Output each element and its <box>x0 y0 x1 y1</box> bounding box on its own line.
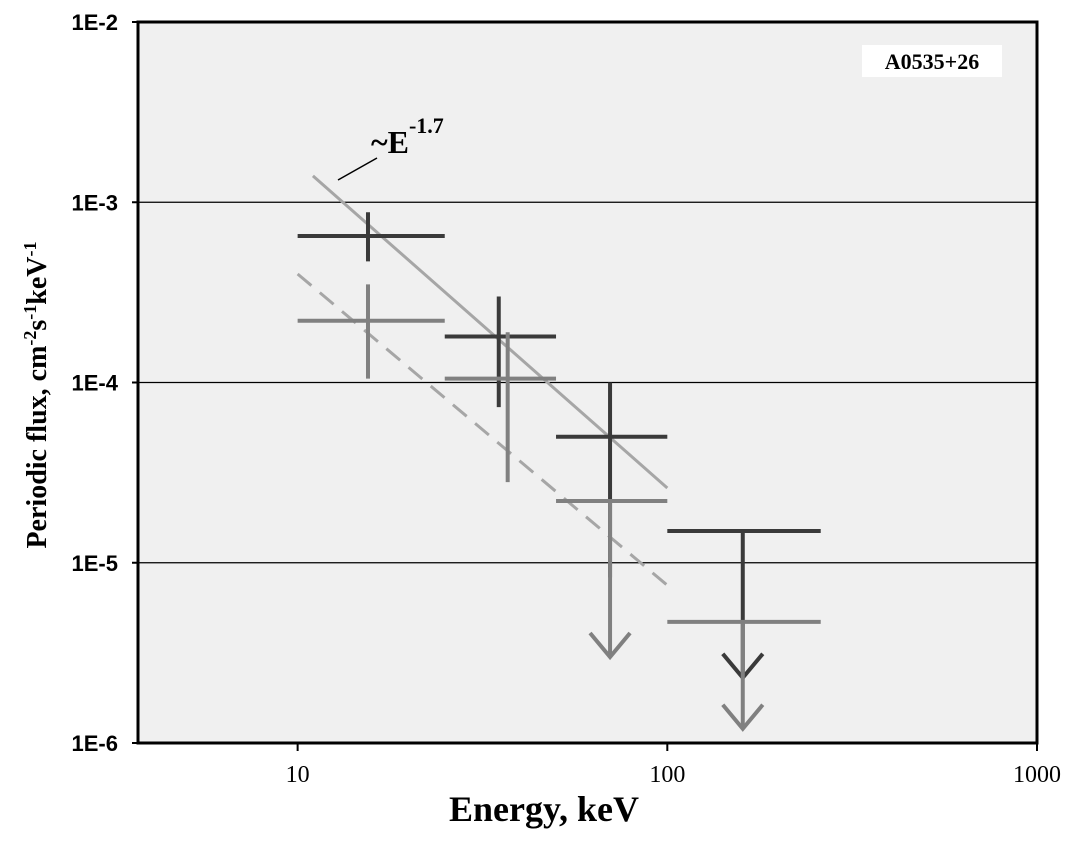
y-axis-label: Periodic flux, cm-2s-1keV-1 <box>20 241 53 548</box>
power-law-annotation: ~E-1.7 <box>371 113 444 160</box>
y-label-part-0: Periodic flux, cm <box>22 346 53 549</box>
data-series <box>297 212 821 732</box>
y-tick-label: 1E-6 <box>72 731 118 756</box>
x-tick-label: 10 <box>286 762 310 788</box>
y-tick-label: 1E-2 <box>72 10 118 35</box>
annotation-leader-line <box>337 157 378 181</box>
annotation-prefix: ~E <box>371 124 409 160</box>
y-label-part-5: -1 <box>20 241 40 256</box>
y-label-part-1: -2 <box>20 331 40 346</box>
y-axis-ticks: 1E-6 1E-5 1E-4 1E-3 1E-2 <box>72 10 138 756</box>
chart-title-box <box>862 45 1002 77</box>
y-tick-label: 1E-5 <box>72 551 118 576</box>
gridlines <box>138 201 1037 564</box>
y-label-part-3: -1 <box>20 305 40 320</box>
y-label-part-2: s <box>22 320 53 331</box>
x-tick-label: 1000 <box>1013 762 1061 788</box>
y-tick-label: 1E-3 <box>72 190 118 215</box>
chart-title: A0535+26 <box>885 49 979 74</box>
upper-limit-arrowhead <box>721 703 765 732</box>
y-tick-label: 1E-4 <box>72 371 119 396</box>
x-axis-label: Energy, keV <box>449 789 639 829</box>
x-tick-label: 100 <box>649 762 685 788</box>
annotation-exponent: -1.7 <box>409 113 444 138</box>
fit-line-dashed <box>296 272 669 587</box>
upper-limit-arrowhead <box>588 631 632 661</box>
series-light <box>297 284 821 732</box>
x-axis-ticks: 10 100 1000 <box>286 743 1061 788</box>
y-label-part-4: keV <box>22 256 53 304</box>
